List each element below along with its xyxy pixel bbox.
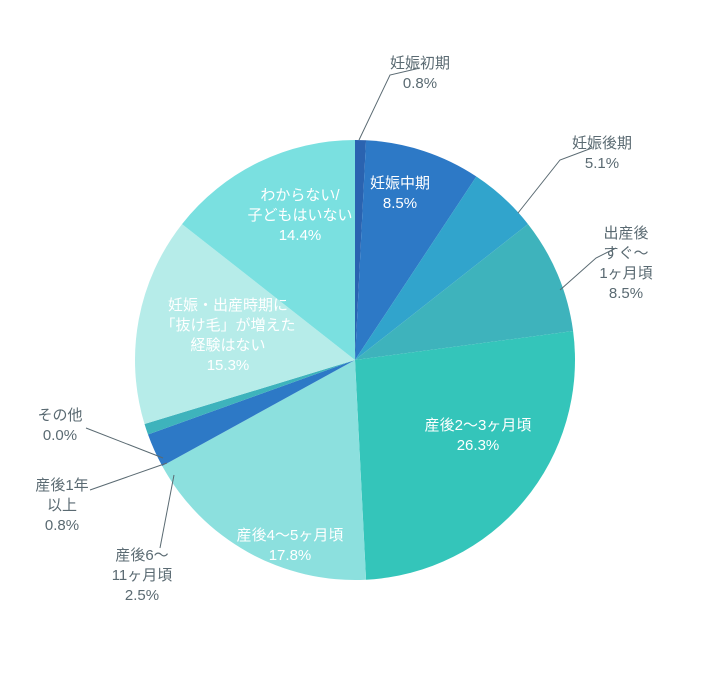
pie-chart: 妊娠初期0.8%妊娠中期8.5%妊娠後期5.1%出産後すぐ〜1ヶ月頃8.5%産後… [0, 0, 710, 700]
